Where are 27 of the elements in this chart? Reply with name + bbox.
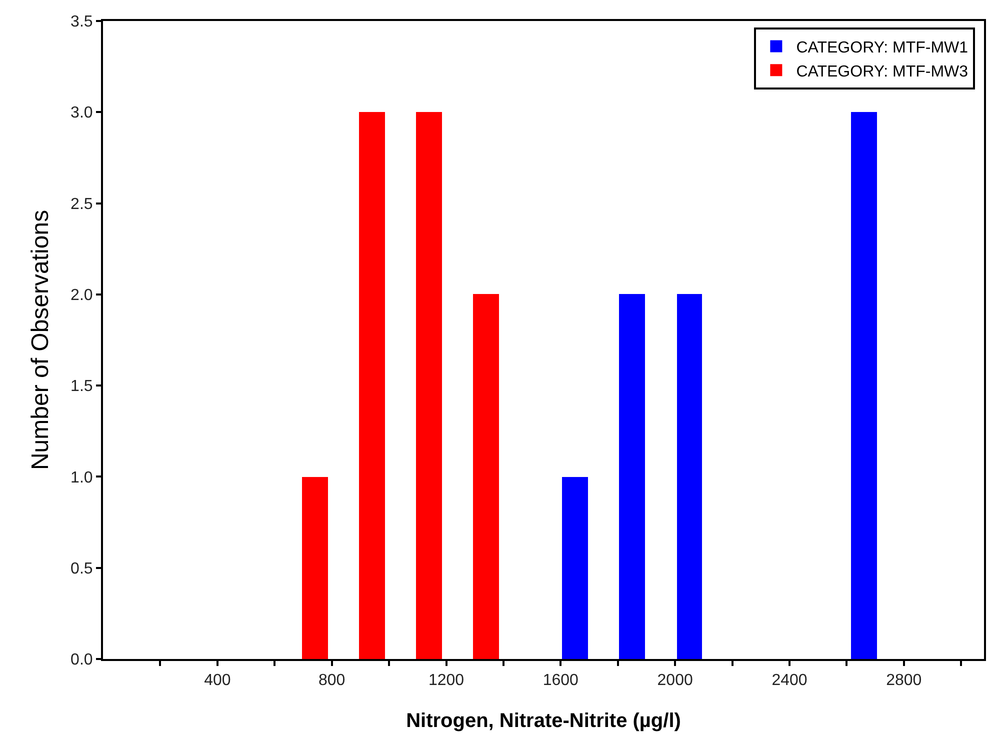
bar [562,477,588,659]
bar [416,112,442,659]
y-tick-label: 3.5 [70,14,93,31]
x-tick-label: 1200 [428,672,464,690]
y-tick-label: 1.5 [70,378,93,396]
y-axis-title: Number of Observations [27,210,54,470]
bar [302,477,328,659]
x-axis-title: Nitrogen, Nitrate-Nitrite (µg/l) [406,710,681,732]
x-tick-label: 2800 [886,672,922,690]
legend-label: CATEGORY: MTF-MW3 [796,63,968,80]
bar [473,294,499,659]
x-tick-label: 1600 [542,672,579,690]
bar [619,294,645,659]
y-tick-label: 2.0 [70,287,93,304]
x-tick-label: 2000 [657,672,693,690]
y-tick-label: 0.5 [70,560,93,578]
y-tick-label: 1.0 [70,469,93,486]
y-tick-label: 0.0 [70,652,93,669]
bar [359,112,385,659]
y-tick-label: 2.5 [70,196,93,213]
y-tick-label: 3.0 [70,104,93,122]
x-tick-label: 2400 [772,672,808,690]
legend-label: CATEGORY: MTF-MW1 [796,40,968,57]
x-tick-label: 800 [318,672,346,690]
bar [677,294,702,659]
bar [851,112,877,659]
x-tick-label: 400 [204,672,231,690]
